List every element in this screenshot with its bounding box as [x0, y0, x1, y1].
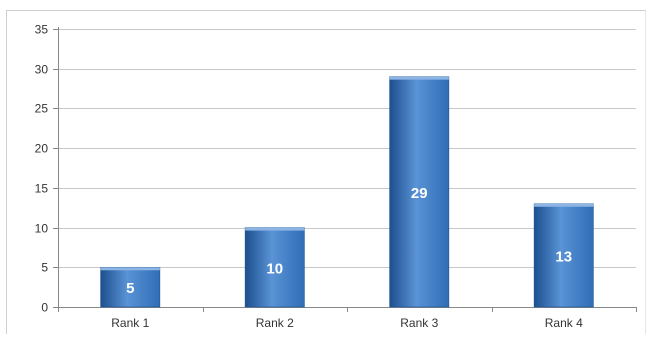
x-tick-label: Rank 4	[545, 316, 583, 330]
data-label-3: 29	[411, 185, 428, 202]
data-label-4: 13	[555, 248, 572, 265]
bar-top-highlight	[245, 227, 305, 231]
x-axis-tick-labels: Rank 1 Rank 2 Rank 3 Rank 4	[58, 307, 637, 330]
x-tick-label: Rank 1	[111, 316, 149, 330]
y-tick-label: 20	[35, 142, 49, 156]
chart-frame	[6, 10, 646, 334]
y-axis-tick-labels: 0 5 10 15 20 25 30 35	[35, 23, 58, 315]
x-tick-label: Rank 2	[256, 316, 294, 330]
bars	[100, 76, 594, 308]
bar-top-highlight	[100, 267, 160, 271]
bar-top-highlight	[534, 203, 594, 207]
y-tick-label: 35	[35, 23, 49, 37]
data-labels: 5 10 29 13	[126, 185, 572, 297]
y-tick-label: 10	[35, 222, 49, 236]
y-tick-label: 5	[41, 261, 48, 275]
x-tick-label: Rank 3	[400, 316, 438, 330]
y-tick-label: 25	[35, 102, 49, 116]
data-label-1: 5	[126, 280, 134, 297]
y-tick-label: 30	[35, 63, 49, 77]
y-tick-label: 15	[35, 182, 49, 196]
bar-4	[533, 203, 594, 308]
data-label-2: 10	[266, 260, 283, 277]
y-tick-label: 0	[41, 301, 48, 315]
bar-top-highlight	[389, 76, 449, 80]
